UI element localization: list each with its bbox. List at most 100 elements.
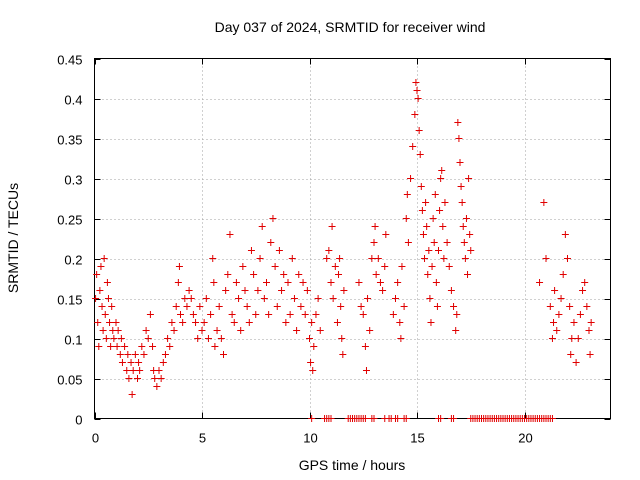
- x-tick-label: 0: [92, 431, 99, 446]
- data-point: [220, 351, 227, 358]
- data-point: [455, 135, 463, 142]
- data-point: [431, 191, 439, 198]
- data-point: [454, 119, 462, 126]
- data-point: [316, 327, 324, 334]
- data-point: [376, 279, 384, 286]
- data-point: [239, 263, 247, 270]
- data-point: [422, 199, 430, 206]
- data-point: [263, 279, 270, 286]
- data-point: [457, 183, 465, 190]
- data-point: [95, 343, 103, 350]
- data-point: [586, 351, 594, 358]
- axis-ticks: [94, 58, 611, 420]
- data-point: [151, 375, 159, 382]
- data-point: [338, 335, 346, 342]
- data-point: [328, 223, 336, 230]
- data-point: [98, 303, 106, 310]
- data-point: [579, 287, 587, 294]
- data-point: [308, 415, 316, 422]
- data-point: [245, 319, 253, 326]
- data-point: [559, 271, 567, 278]
- data-point: [419, 231, 427, 238]
- data-point: [124, 351, 132, 358]
- data-point: [312, 311, 320, 318]
- data-point: [107, 343, 115, 350]
- data-point: [215, 303, 223, 310]
- data-point: [99, 327, 107, 334]
- data-point: [174, 279, 182, 286]
- data-point: [437, 415, 445, 422]
- data-point: [370, 239, 378, 246]
- data-point: [103, 279, 111, 286]
- data-point: [125, 375, 133, 382]
- data-point: [572, 359, 580, 366]
- data-point: [271, 263, 279, 270]
- data-point: [459, 223, 467, 230]
- data-point: [585, 327, 593, 334]
- data-point: [374, 255, 382, 262]
- data-point: [168, 319, 176, 326]
- data-point: [548, 335, 556, 342]
- data-point: [127, 359, 135, 366]
- data-point: [108, 303, 116, 310]
- data-point: [450, 415, 458, 422]
- data-point: [441, 199, 449, 206]
- data-point: [97, 263, 105, 270]
- data-point: [432, 279, 440, 286]
- data-point: [417, 183, 425, 190]
- data-point: [587, 319, 595, 326]
- data-point: [142, 327, 150, 334]
- data-point: [555, 311, 563, 318]
- data-point: [247, 247, 255, 254]
- data-point: [564, 255, 571, 262]
- data-point: [536, 279, 544, 286]
- data-point: [172, 303, 180, 310]
- data-point: [368, 255, 376, 262]
- data-point: [467, 247, 475, 254]
- x-tick-label: 20: [518, 431, 532, 446]
- data-point: [153, 383, 161, 390]
- data-point: [458, 199, 466, 206]
- data-point: [396, 319, 404, 326]
- data-point: [155, 367, 163, 374]
- data-point: [92, 295, 100, 302]
- data-point: [327, 415, 335, 422]
- x-tick-labels: 0 5 10 15 20: [92, 431, 533, 446]
- data-point: [149, 343, 157, 350]
- data-point: [106, 319, 114, 326]
- data-point: [224, 271, 232, 278]
- data-point: [418, 207, 426, 214]
- data-point: [297, 303, 305, 310]
- data-point: [414, 95, 422, 102]
- data-point: [104, 295, 112, 302]
- data-point: [280, 271, 288, 278]
- data-point: [429, 215, 437, 222]
- data-point: [192, 319, 200, 326]
- data-point: [295, 271, 303, 278]
- data-point: [210, 279, 218, 286]
- y-tick-label: 0.15: [57, 293, 82, 308]
- data-point: [278, 287, 286, 294]
- data-point: [435, 247, 442, 254]
- data-point: [568, 335, 576, 342]
- data-point: [185, 287, 193, 294]
- data-point: [403, 191, 411, 198]
- x-axis-label: GPS time / hours: [299, 457, 406, 473]
- data-point: [445, 263, 453, 270]
- data-point: [412, 79, 420, 86]
- data-point: [123, 367, 131, 374]
- data-point: [574, 335, 582, 342]
- chart-title: Day 037 of 2024, SRMTID for receiver win…: [215, 19, 486, 35]
- data-point: [101, 311, 109, 318]
- data-point: [217, 335, 225, 342]
- data-point: [140, 351, 148, 358]
- data-point: [424, 271, 432, 278]
- data-point: [250, 271, 258, 278]
- y-axis-label: SRMTID / TECUs: [5, 183, 21, 293]
- data-point: [553, 327, 561, 334]
- data-point: [400, 303, 408, 310]
- data-point: [438, 167, 446, 174]
- data-point: [576, 311, 584, 318]
- data-point: [548, 415, 556, 422]
- data-point: [447, 287, 455, 294]
